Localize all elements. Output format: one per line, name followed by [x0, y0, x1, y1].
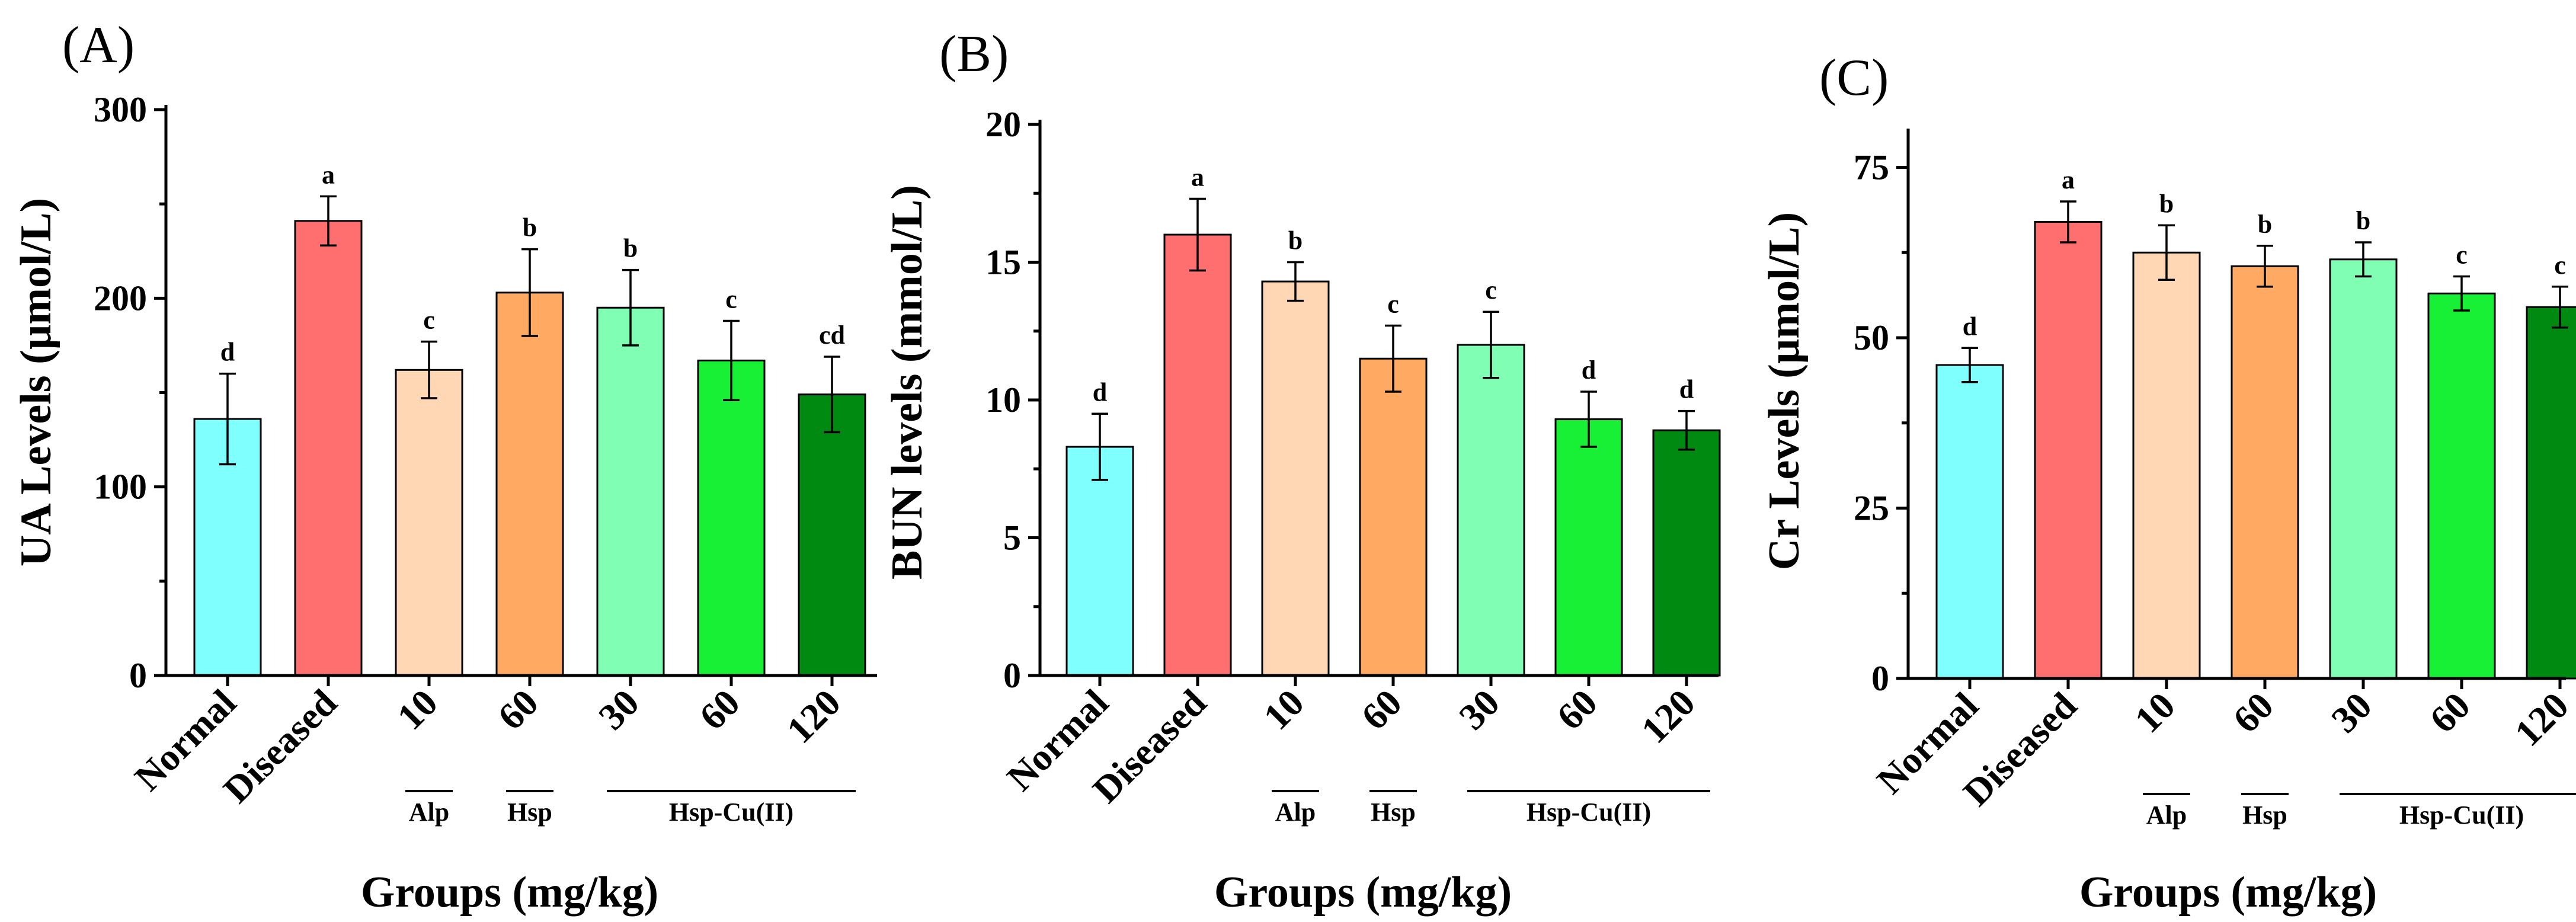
bar-3	[495, 292, 564, 677]
significance-label-4: c	[1485, 276, 1497, 305]
y-tick-label-1: 100	[94, 468, 147, 507]
bar-1	[2034, 221, 2103, 680]
y-tick-label-2: 10	[985, 380, 1021, 420]
y-tick-label-3: 75	[1854, 148, 1889, 187]
significance-label-3: c	[1387, 289, 1399, 318]
y-tick-label-4: 20	[985, 105, 1021, 144]
bar-1	[294, 220, 363, 677]
significance-label-5: c	[725, 285, 737, 314]
significance-label-4: b	[2356, 206, 2370, 235]
panel-b-y-axis-label: BUN levels (mmol/L)	[883, 185, 932, 580]
bar-1	[1163, 233, 1232, 677]
significance-label-2: b	[2159, 189, 2174, 218]
significance-label-0: d	[1093, 377, 1107, 406]
significance-label-0: d	[220, 338, 235, 367]
bar-3	[2231, 265, 2299, 680]
significance-label-5: d	[1582, 356, 1596, 385]
significance-label-3: b	[523, 213, 537, 242]
panel-a-label: (A)	[62, 17, 135, 74]
y-tick-label-3: 15	[985, 243, 1021, 282]
group-label-2: Hsp-Cu(II)	[669, 798, 793, 827]
bar-0	[1935, 364, 2004, 680]
bar-2	[2132, 251, 2201, 680]
significance-label-3: b	[2258, 210, 2272, 239]
y-tick-label-0: 0	[1003, 656, 1021, 695]
panel-c-label: (C)	[1819, 49, 1889, 107]
significance-label-2: c	[423, 306, 435, 335]
significance-label-1: a	[2062, 165, 2075, 194]
bar-4	[1457, 344, 1525, 677]
panel-b-x-axis-label: Groups (mg/kg)	[1214, 868, 1512, 917]
y-tick-label-3: 300	[94, 90, 147, 129]
y-tick-label-2: 50	[1854, 318, 1889, 357]
significance-label-2: b	[1288, 226, 1303, 255]
significance-label-5: c	[2456, 241, 2468, 270]
bar-6	[798, 393, 866, 677]
significance-label-1: a	[1191, 163, 1204, 192]
bar-3	[1359, 357, 1428, 677]
panel-c: (C) Cr Levels (µmol/L) Groups (mg/kg) d a…	[1760, 49, 2576, 917]
significance-label-0: d	[1963, 312, 1977, 341]
significance-label-6: cd	[819, 321, 845, 350]
bar-2	[395, 369, 463, 677]
bar-0	[1065, 446, 1134, 677]
bar-5	[697, 359, 766, 677]
y-tick-label-1: 5	[1003, 518, 1021, 558]
group-label-2: Hsp-Cu(II)	[1527, 798, 1651, 827]
y-tick-label-1: 25	[1854, 489, 1889, 528]
group-label-0: Alp	[2146, 801, 2187, 830]
significance-label-4: b	[623, 234, 638, 263]
panel-c-x-axis-label: Groups (mg/kg)	[2079, 868, 2377, 917]
y-tick-label-0: 0	[1871, 659, 1889, 698]
group-label-2: Hsp-Cu(II)	[2399, 801, 2524, 830]
panel-b-label: (B)	[939, 25, 1009, 83]
bar-6	[1652, 429, 1721, 677]
y-tick-label-0: 0	[129, 656, 147, 695]
group-label-1: Hsp	[507, 798, 552, 827]
panel-a-x-axis-label: Groups (mg/kg)	[361, 868, 658, 917]
significance-label-6: d	[1679, 375, 1694, 404]
bar-5	[2427, 292, 2496, 680]
y-tick-label-2: 200	[94, 278, 147, 318]
panel-a-y-axis-label: UA Levels (µmol/L)	[12, 198, 60, 566]
bar-2	[1261, 280, 1330, 677]
significance-label-6: c	[2554, 251, 2566, 280]
significance-label-1: a	[322, 160, 335, 189]
group-label-0: Alp	[1275, 798, 1316, 827]
bar-4	[596, 306, 665, 677]
group-label-0: Alp	[409, 798, 449, 827]
bar-4	[2329, 258, 2398, 680]
group-label-1: Hsp	[2242, 801, 2287, 830]
panel-c-y-axis-label: Cr Levels (µmol/L)	[1760, 212, 1809, 570]
bar-5	[1554, 418, 1623, 677]
bar-6	[2526, 306, 2576, 680]
group-label-1: Hsp	[1371, 798, 1416, 827]
